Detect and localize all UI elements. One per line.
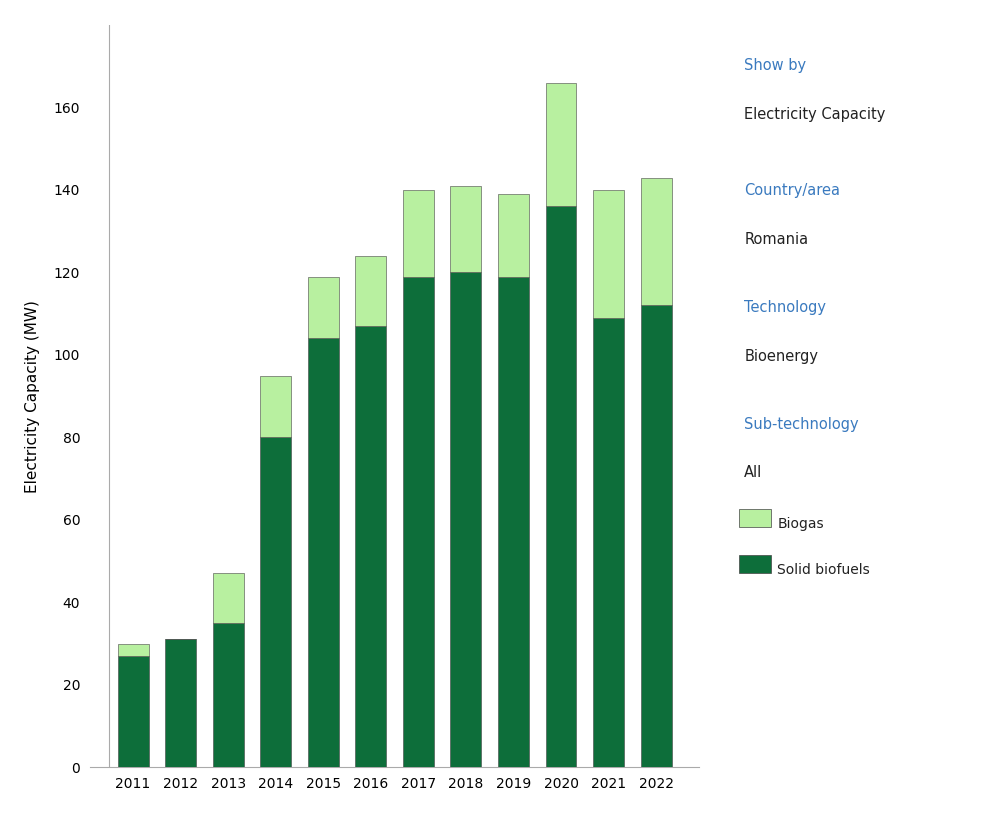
Text: Electricity Capacity: Electricity Capacity — [744, 107, 886, 122]
Bar — [403, 190, 434, 277]
Bar — [451, 273, 482, 767]
Text: Romania: Romania — [744, 232, 808, 247]
Bar — [356, 326, 387, 767]
Bar — [640, 178, 671, 305]
Bar — [545, 83, 576, 207]
Bar — [593, 190, 624, 318]
Bar — [213, 574, 244, 623]
Bar — [213, 623, 244, 767]
Text: Solid biofuels: Solid biofuels — [777, 563, 870, 577]
Bar — [593, 318, 624, 767]
Text: Biogas: Biogas — [777, 517, 824, 531]
Text: Show by: Show by — [744, 58, 806, 73]
Text: Sub-technology: Sub-technology — [744, 417, 859, 432]
Bar — [403, 277, 434, 767]
Y-axis label: Electricity Capacity (MW): Electricity Capacity (MW) — [25, 299, 40, 493]
Bar — [261, 437, 291, 767]
Text: Bioenergy: Bioenergy — [744, 349, 818, 364]
Text: All: All — [744, 465, 762, 480]
Bar — [640, 305, 671, 767]
Bar — [165, 640, 196, 767]
Bar — [118, 644, 149, 656]
Bar — [308, 339, 339, 767]
Text: Technology: Technology — [744, 300, 826, 315]
Bar — [499, 277, 528, 767]
Bar — [356, 256, 387, 326]
Text: Country/area: Country/area — [744, 183, 840, 198]
Bar — [118, 656, 149, 767]
Bar — [499, 194, 528, 277]
Bar — [261, 375, 291, 437]
Bar — [451, 186, 482, 273]
Bar — [545, 207, 576, 767]
Bar — [308, 277, 339, 339]
